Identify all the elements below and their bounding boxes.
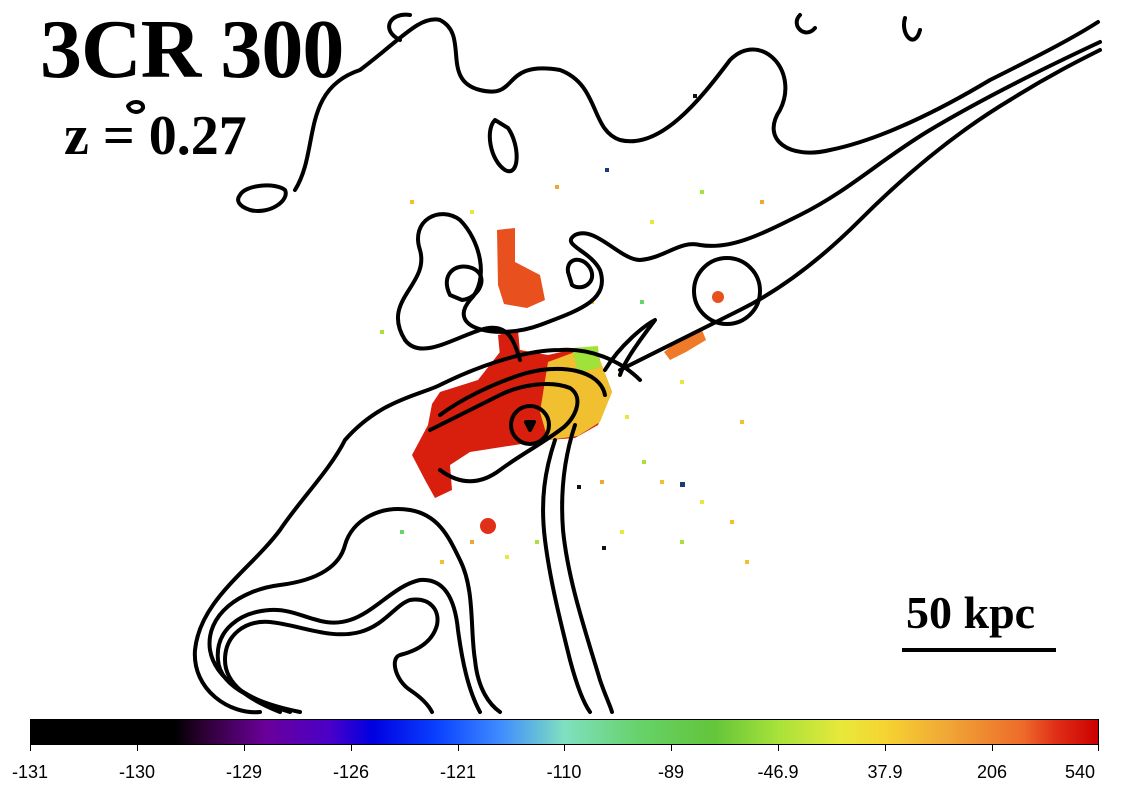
contour-south-lobe-core	[223, 597, 440, 714]
outer-contour-inner-north	[387, 12, 922, 42]
source-name: 3CR 300	[40, 3, 344, 96]
colorbar-tick	[137, 745, 138, 751]
colorbar-tick-label: -131	[11, 762, 49, 782]
contour-south-lobe-inner	[215, 577, 482, 714]
contour-west-blob	[236, 183, 288, 213]
contour-filament	[487, 118, 519, 174]
contour-jet-south	[541, 423, 614, 714]
colorbar-tick-label: 37.9	[867, 762, 903, 782]
contour-north-loop	[444, 264, 484, 302]
scale-bar	[902, 648, 1056, 652]
velocity-map	[126, 12, 1102, 715]
colorbar-tick	[351, 745, 352, 751]
colorbar-tick-label: -129	[225, 762, 263, 782]
colorbar-tick	[885, 745, 886, 751]
emission-knot-south	[480, 518, 496, 534]
colorbar-tick-label: -130	[118, 762, 156, 782]
velocity-colorbar	[30, 719, 1099, 745]
contour-core-ring	[509, 404, 551, 446]
radio-contours	[126, 12, 1102, 715]
colorbar-tick	[778, 745, 779, 751]
emission-knot-east	[712, 291, 724, 303]
colorbar-tick-label: -46.9	[757, 762, 799, 782]
contour-south-outer	[192, 347, 642, 715]
contour-core-inner-2	[438, 366, 607, 417]
scale-bar-label: 50 kpc	[906, 587, 1036, 638]
contour-south-lobe	[207, 507, 502, 714]
emission-clump-north	[497, 228, 545, 308]
colorbar-tick	[564, 745, 565, 751]
colorbar-tick-label: 206	[976, 762, 1008, 782]
colorbar-tick	[458, 745, 459, 751]
contour-north-loop-2	[565, 257, 594, 290]
colorbar-tick-label: -121	[439, 762, 477, 782]
contour-west-small	[126, 100, 145, 114]
contour-east-ring	[692, 256, 762, 326]
colorbar-tick	[671, 745, 672, 751]
colorbar-tick-label: -89	[657, 762, 685, 782]
contour-core-inner	[428, 382, 580, 484]
colorbar-tick	[30, 745, 31, 751]
contour-east-jet	[603, 318, 657, 377]
contour-north-lobe	[396, 40, 1102, 342]
emission-streak-east	[664, 330, 706, 360]
core-dot	[524, 420, 536, 432]
contour-east-outer	[618, 48, 1102, 372]
colorbar-tick-label: -126	[332, 762, 370, 782]
colorbar-tick	[1098, 745, 1099, 751]
colorbar-tick-label: 540	[1064, 762, 1096, 782]
colorbar-tick	[992, 745, 993, 751]
outer-contour-north	[293, 17, 1100, 192]
redshift-label: z = 0.27	[64, 105, 247, 167]
colorbar-tick	[244, 745, 245, 751]
colorbar-tick-label: -110	[546, 762, 582, 782]
contour-north-lobe-lower	[403, 325, 522, 362]
